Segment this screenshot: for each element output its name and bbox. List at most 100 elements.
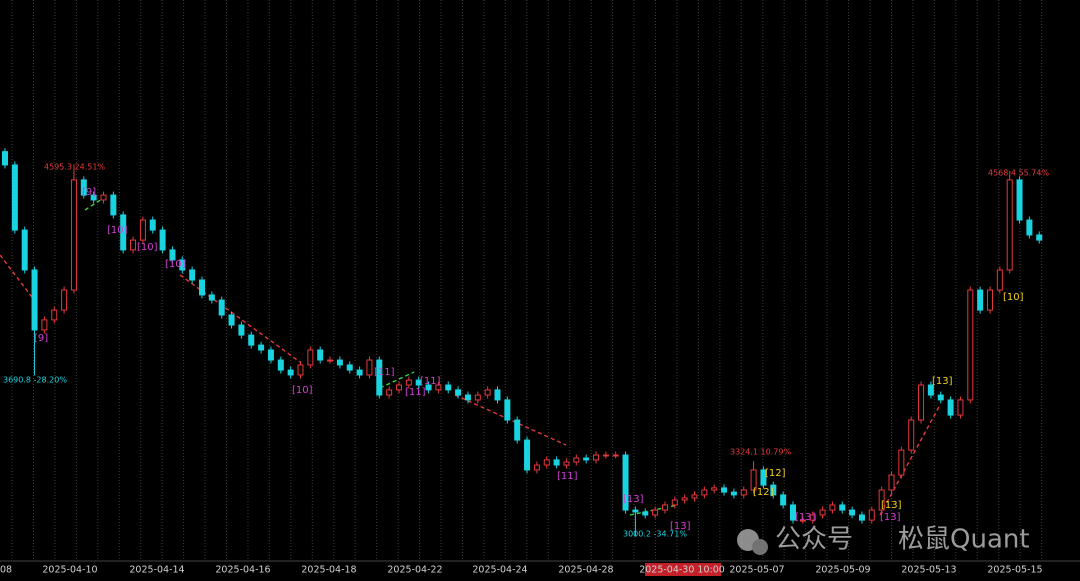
annotation: [12] [765, 468, 786, 479]
candle-body [277, 359, 284, 371]
candle-body [1036, 234, 1043, 241]
candle-body [120, 214, 127, 251]
annotation: [10] [165, 259, 186, 270]
price-label: 4568.4 55.74% [988, 169, 1049, 178]
candle-body [317, 349, 324, 361]
annotation: [10] [137, 242, 158, 253]
candle-body [464, 394, 471, 401]
candle-body [878, 489, 885, 511]
annotation: [9] [34, 333, 48, 344]
candle-body [691, 494, 698, 499]
candle-body [533, 464, 540, 471]
candle-body [435, 384, 442, 391]
candle-body [494, 389, 501, 401]
candle-body [642, 511, 649, 516]
candle-body [199, 279, 205, 296]
annotation: [11] [374, 367, 395, 378]
candle-body [218, 299, 225, 316]
candle-body [967, 289, 974, 401]
x-tick-label: 2025-04-18 [301, 565, 356, 576]
trend-line [454, 394, 567, 446]
price-label: 3000.2 -34.71% [623, 530, 687, 539]
candle-body [139, 219, 146, 241]
candle-body [61, 289, 68, 311]
candle-body [701, 489, 708, 496]
candle-body [31, 269, 38, 331]
candle-body [898, 449, 905, 476]
candle-body [799, 519, 806, 522]
candle-body [149, 219, 156, 231]
x-tick-label: 2025-04-14 [129, 565, 184, 576]
x-tick-label: 2025-04-24 [472, 565, 527, 576]
candle-body [455, 389, 462, 396]
candle-body [100, 194, 107, 201]
candle-body [652, 509, 659, 516]
watermark-icon [752, 539, 768, 555]
candle-body [563, 461, 570, 466]
candle-body [829, 504, 836, 511]
watermark-text: 公众号 [775, 525, 853, 555]
annotation: [13] [881, 500, 902, 511]
x-tick-label: 2025-05-09 [815, 565, 870, 576]
candle-body [908, 419, 915, 451]
candle-body [208, 294, 215, 301]
candle-body [681, 497, 688, 501]
candle-body [553, 459, 560, 466]
candle-body [11, 164, 18, 231]
candle-body [415, 379, 422, 386]
candle-body [927, 384, 934, 396]
candle-body [918, 384, 925, 421]
candle-body [1016, 179, 1023, 221]
annotation: [12] [753, 487, 774, 498]
price-label: 3324.1 10.79% [730, 448, 791, 457]
x-axis: 08 2025-04-10 2025-04-14 2025-04-16 2025-04-… [0, 563, 1043, 576]
x-tick-label: 2025-04-30 10:00 [639, 565, 725, 576]
candle-body [632, 509, 639, 513]
candle-body [405, 379, 412, 386]
candle-body [602, 454, 609, 457]
candles [2, 148, 1043, 537]
candle-body [661, 504, 668, 511]
candle-body [21, 229, 28, 271]
watermark: 公众号 松鼠Quant [737, 525, 1030, 555]
candle-body [858, 514, 865, 521]
candle-body [780, 494, 787, 506]
candle-body [583, 457, 590, 461]
watermark-text: 松鼠Quant [898, 525, 1030, 555]
x-tick-label: 08 [0, 565, 12, 576]
candle-body [671, 499, 678, 506]
candle-body [524, 439, 531, 471]
candle-body [514, 419, 521, 441]
candle-body [356, 369, 363, 376]
annotation: [13] [623, 494, 644, 505]
candle-body [346, 364, 353, 371]
x-label-highlight [645, 563, 721, 576]
candle-body [90, 194, 97, 201]
annotation: [13] [670, 521, 691, 532]
candle-body [790, 504, 796, 521]
annotation: [11] [557, 471, 578, 482]
candle-body [80, 179, 87, 196]
candle-body [504, 399, 511, 421]
candle-body [445, 384, 452, 391]
x-tick-label: 2025-05-13 [901, 565, 956, 576]
candle-body [386, 389, 393, 396]
candle-body [336, 359, 343, 366]
candle-body [750, 469, 757, 491]
candle-body [937, 394, 944, 401]
candle-body [376, 359, 383, 396]
candle-body [573, 457, 580, 463]
candle-body [2, 151, 8, 166]
candle-body [110, 194, 117, 216]
x-tick-label: 2025-05-15 [987, 565, 1042, 576]
candle-body [396, 384, 402, 391]
candle-body [267, 349, 274, 361]
candle-body [809, 514, 816, 521]
candle-body [327, 359, 334, 362]
candle-body [888, 474, 895, 491]
candle-body [543, 459, 550, 466]
candle-body [70, 179, 77, 291]
annotation: [13] [880, 512, 901, 523]
